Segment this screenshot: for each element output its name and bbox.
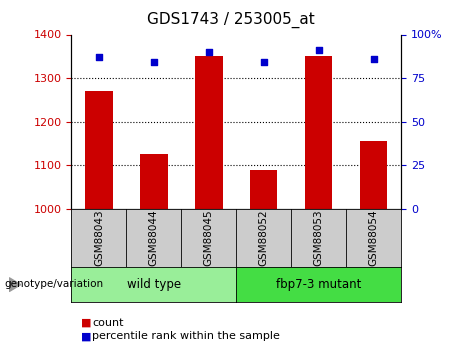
- Point: [315, 47, 322, 53]
- Text: count: count: [92, 318, 124, 327]
- Text: wild type: wild type: [127, 278, 181, 291]
- Point: [260, 60, 267, 65]
- Text: GSM88044: GSM88044: [149, 210, 159, 266]
- Polygon shape: [9, 278, 21, 292]
- Bar: [140, 154, 168, 209]
- Point: [205, 49, 213, 55]
- Text: genotype/variation: genotype/variation: [5, 279, 104, 289]
- Bar: [250, 169, 278, 209]
- Text: ■: ■: [81, 332, 91, 341]
- Text: GSM88045: GSM88045: [204, 210, 214, 266]
- Bar: [85, 91, 112, 209]
- Text: fbp7-3 mutant: fbp7-3 mutant: [276, 278, 361, 291]
- Point: [150, 60, 158, 65]
- Text: GSM88052: GSM88052: [259, 210, 269, 266]
- Bar: [360, 141, 387, 209]
- Text: ■: ■: [81, 318, 91, 327]
- Bar: [305, 56, 332, 209]
- Text: GSM88043: GSM88043: [94, 210, 104, 266]
- Point: [370, 56, 377, 62]
- Point: [95, 55, 103, 60]
- Text: GSM88053: GSM88053: [313, 210, 324, 266]
- Text: GSM88054: GSM88054: [369, 210, 378, 266]
- Bar: [195, 56, 223, 209]
- Text: percentile rank within the sample: percentile rank within the sample: [92, 332, 280, 341]
- Text: GDS1743 / 253005_at: GDS1743 / 253005_at: [147, 12, 314, 28]
